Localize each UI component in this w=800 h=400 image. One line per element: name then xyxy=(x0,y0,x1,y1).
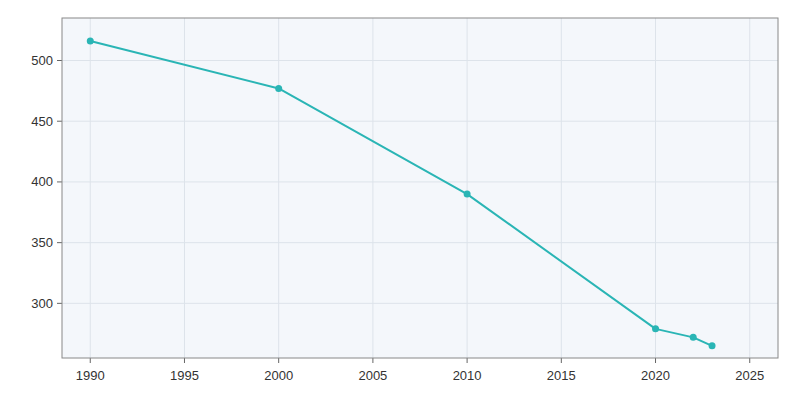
plot-frame xyxy=(62,18,778,358)
plot-background xyxy=(62,18,778,358)
point xyxy=(690,334,697,341)
y-grid-line xyxy=(62,242,778,243)
x-grid-line xyxy=(561,18,562,358)
x-tick xyxy=(467,358,468,363)
y-tick-label: 400 xyxy=(31,174,53,189)
x-tick-label: 2000 xyxy=(264,368,293,383)
y-tick xyxy=(57,60,62,61)
grid xyxy=(62,18,778,358)
point xyxy=(87,38,94,45)
x-grid-line xyxy=(467,18,468,358)
x-tick xyxy=(749,358,750,363)
x-tick-label: 2005 xyxy=(358,368,387,383)
x-grid-line xyxy=(749,18,750,358)
x-tick-label: 2010 xyxy=(453,368,482,383)
chart-container: 1990 1995 2000 2005 2010 2015 2020 2025 300 350 40… xyxy=(0,0,800,400)
y-tick xyxy=(57,242,62,243)
x-tick xyxy=(655,358,656,363)
x-grid-line xyxy=(655,18,656,358)
x-tick-label: 1990 xyxy=(76,368,105,383)
y-grid-line xyxy=(62,181,778,182)
y-tick xyxy=(57,303,62,304)
point xyxy=(464,191,471,198)
y-tick-label: 500 xyxy=(31,53,53,68)
x-tick-label: 1995 xyxy=(170,368,199,383)
y-grid-line xyxy=(62,303,778,304)
point xyxy=(709,342,716,349)
y-tick-label: 300 xyxy=(31,296,53,311)
x-tick xyxy=(184,358,185,363)
x-grid-line xyxy=(278,18,279,358)
axes: 1990 1995 2000 2005 2010 2015 2020 2025 300 350 40… xyxy=(31,53,764,383)
line xyxy=(90,41,712,346)
x-grid-line xyxy=(372,18,373,358)
x-tick-label: 2015 xyxy=(547,368,576,383)
y-tick-label: 450 xyxy=(31,114,53,129)
y-grid-line xyxy=(62,121,778,122)
x-tick xyxy=(90,358,91,363)
x-grid-line xyxy=(90,18,91,358)
y-tick xyxy=(57,121,62,122)
x-tick xyxy=(561,358,562,363)
point xyxy=(275,85,282,92)
y-tick xyxy=(57,181,62,182)
point xyxy=(652,325,659,332)
x-tick-label: 2020 xyxy=(641,368,670,383)
chart-svg: 1990 1995 2000 2005 2010 2015 2020 2025 300 350 40… xyxy=(0,0,800,400)
x-tick-label: 2025 xyxy=(735,368,764,383)
x-tick xyxy=(278,358,279,363)
x-grid-line xyxy=(184,18,185,358)
x-tick xyxy=(372,358,373,363)
series xyxy=(87,38,716,350)
y-tick-label: 350 xyxy=(31,235,53,250)
